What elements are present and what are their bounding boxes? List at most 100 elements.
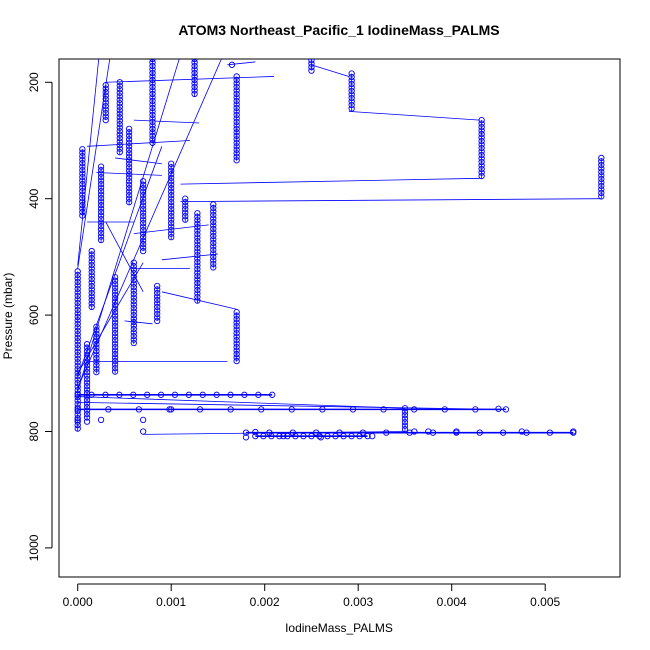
y-axis-label: Pressure (mbar) xyxy=(1,273,15,360)
data-point xyxy=(319,406,326,413)
data-point xyxy=(150,46,155,51)
data-point xyxy=(499,429,507,436)
y-tick-label: 800 xyxy=(27,421,41,441)
data-point xyxy=(300,433,307,440)
data-point xyxy=(252,428,259,436)
data-point xyxy=(280,433,287,440)
data-point xyxy=(150,49,155,54)
y-tick-label: 600 xyxy=(27,305,41,325)
data-point xyxy=(105,406,112,413)
data-line-segment xyxy=(180,177,480,185)
data-point xyxy=(136,0,141,3)
data-point xyxy=(139,428,147,435)
data-point xyxy=(136,16,141,21)
data-point xyxy=(332,433,339,440)
data-point xyxy=(309,50,314,55)
data-point xyxy=(136,2,141,7)
data-point xyxy=(150,21,155,26)
data-point xyxy=(502,406,510,413)
data-line-segment xyxy=(161,291,237,310)
data-line-segment xyxy=(77,59,111,269)
data-point xyxy=(356,433,363,440)
data-point xyxy=(227,391,234,398)
data-line-segment xyxy=(77,146,163,377)
data-point xyxy=(168,406,175,413)
data-point xyxy=(317,434,324,441)
data-point xyxy=(364,433,371,440)
data-point xyxy=(260,433,267,440)
x-tick-label: 0.003 xyxy=(343,595,373,609)
data-point xyxy=(309,47,314,52)
data-point xyxy=(348,433,355,440)
data-line-segment xyxy=(105,76,275,83)
data-line-segment xyxy=(237,10,246,22)
data-line-segment xyxy=(115,157,162,165)
data-point xyxy=(523,429,530,436)
data-point xyxy=(225,9,230,14)
data-point xyxy=(192,49,197,54)
data-point xyxy=(225,0,230,3)
data-point xyxy=(136,9,141,14)
data-point xyxy=(74,416,81,424)
data-point xyxy=(227,406,234,413)
data-line-segment xyxy=(348,110,480,121)
data-point xyxy=(476,429,483,436)
data-point xyxy=(269,391,276,398)
data-point xyxy=(150,39,155,44)
data-line-segment xyxy=(77,59,100,266)
data-point xyxy=(192,46,197,51)
data-point xyxy=(255,391,262,398)
x-tick-label: 0.002 xyxy=(250,595,280,609)
data-point xyxy=(570,428,577,435)
data-point xyxy=(199,391,206,398)
data-point xyxy=(136,5,141,10)
data-point xyxy=(309,43,314,48)
data-point xyxy=(144,391,151,398)
data-point xyxy=(88,391,95,398)
data-point xyxy=(150,53,155,58)
data-line-segment xyxy=(161,253,218,261)
data-line-segment xyxy=(180,198,602,202)
data-line-segment xyxy=(124,320,153,325)
y-axis: 200 400 600 800 1000 xyxy=(27,72,53,561)
data-point xyxy=(192,53,197,58)
data-point xyxy=(192,42,197,47)
data-point xyxy=(225,5,230,10)
data-point xyxy=(380,406,387,413)
y-tick-label: 400 xyxy=(27,188,41,208)
data-point xyxy=(157,391,165,398)
data-point xyxy=(185,391,192,398)
data-point xyxy=(83,418,91,425)
data-point xyxy=(276,433,283,440)
data-line-segment xyxy=(77,59,222,389)
data-point xyxy=(258,406,265,413)
data-point xyxy=(411,428,418,435)
data-point xyxy=(150,28,155,33)
x-tick-label: 0.004 xyxy=(437,595,467,609)
x-tick-label: 0.000 xyxy=(63,595,93,609)
data-line-segment xyxy=(311,64,349,77)
data-point xyxy=(292,433,299,440)
data-point xyxy=(225,2,230,7)
x-axis: 0.000 0.001 0.002 0.003 0.004 0.005 xyxy=(63,583,561,609)
data-point xyxy=(316,433,323,440)
data-point xyxy=(135,406,143,413)
data-point xyxy=(213,391,220,398)
data-point xyxy=(228,61,236,68)
data-line-segment xyxy=(77,396,405,409)
data-point xyxy=(136,12,141,17)
data-point xyxy=(150,35,155,40)
data-point xyxy=(425,428,432,435)
x-tick-label: 0.005 xyxy=(530,595,560,609)
data-point xyxy=(495,405,502,412)
data-point xyxy=(225,16,230,21)
x-tick-label: 0.001 xyxy=(156,595,186,609)
data-point xyxy=(139,416,147,424)
data-point xyxy=(472,406,479,413)
plot-frame xyxy=(58,58,621,578)
data-point xyxy=(192,39,197,44)
data-point xyxy=(242,434,250,441)
data-point xyxy=(241,391,248,398)
data-point xyxy=(268,433,275,440)
